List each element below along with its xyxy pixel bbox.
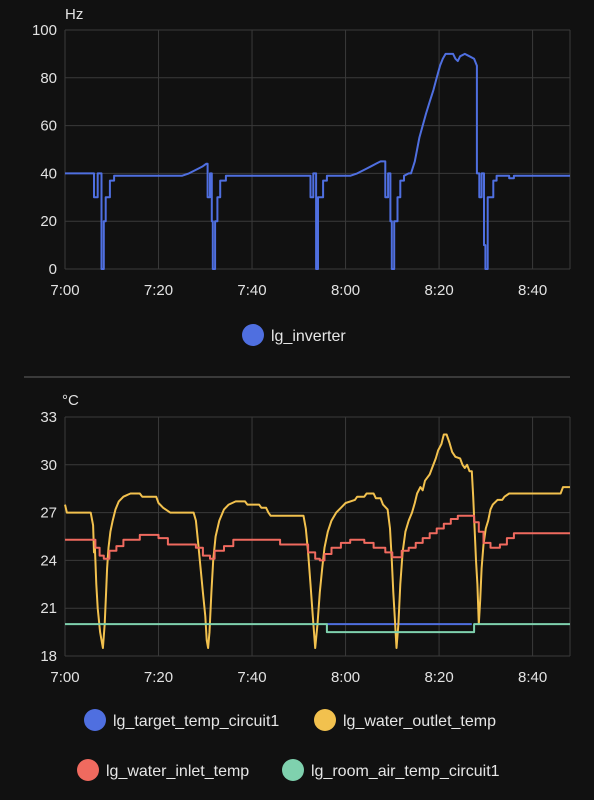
x-tick-label: 8:40 [518,282,547,299]
series-line-lg-room-air-temp-circuit1 [65,623,570,634]
y-tick-label: 60 [40,118,57,135]
series-line-lg-inverter [65,52,570,270]
legend-swatch [314,709,336,731]
y-tick-label: 40 [40,165,57,182]
y-tick-label: 33 [40,409,57,426]
y-tick-label: 30 [40,457,57,474]
legend-item-lg-inverter[interactable]: lg_inverter [242,324,346,346]
x-tick-label: 7:00 [50,282,79,299]
legend-label: lg_target_temp_circuit1 [113,713,279,730]
legend-label: lg_room_air_temp_circuit1 [311,763,500,780]
y-tick-label: 24 [40,552,57,569]
x-tick-label: 7:20 [144,282,173,299]
x-tick-label: 8:40 [518,669,547,686]
y-tick-label: 80 [40,70,57,87]
temperature-chart: 1821242730337:007:207:408:008:208:409:00… [40,392,571,781]
x-tick-label: 8:00 [331,282,360,299]
legend-label: lg_inverter [271,328,346,345]
inverter-chart: 0204060801007:007:207:408:008:208:409:00… [32,6,571,346]
x-tick-label: 7:40 [237,669,266,686]
legend-item-lg-water-inlet-temp[interactable]: lg_water_inlet_temp [77,759,249,781]
y-tick-label: 100 [32,22,57,39]
series-line-lg-water-outlet-temp [64,433,570,649]
legend-item-lg-water-outlet-temp[interactable]: lg_water_outlet_temp [314,709,496,731]
y-tick-label: 21 [40,600,57,617]
x-tick-label: 8:00 [331,669,360,686]
x-tick-label: 7:00 [50,669,79,686]
legend-swatch [77,759,99,781]
series-line-lg-water-inlet-temp [65,514,570,562]
x-tick-label: 8:20 [424,282,453,299]
x-tick-label: 7:40 [237,282,266,299]
legend-swatch [84,709,106,731]
legend-item-lg-target-temp-circuit1[interactable]: lg_target_temp_circuit1 [84,709,279,731]
legend-label: lg_water_outlet_temp [343,713,496,730]
y-tick-label: 27 [40,505,57,522]
legend-swatch [282,759,304,781]
legend-item-lg-room-air-temp-circuit1[interactable]: lg_room_air_temp_circuit1 [282,759,500,781]
legend-label: lg_water_inlet_temp [106,763,249,780]
x-tick-label: 7:20 [144,669,173,686]
y-axis-unit: °C [62,392,79,409]
y-tick-label: 20 [40,213,57,230]
y-axis-unit: Hz [65,6,83,23]
legend-swatch [242,324,264,346]
x-tick-label: 8:20 [424,669,453,686]
y-tick-label: 0 [49,261,57,278]
y-tick-label: 18 [40,648,57,665]
